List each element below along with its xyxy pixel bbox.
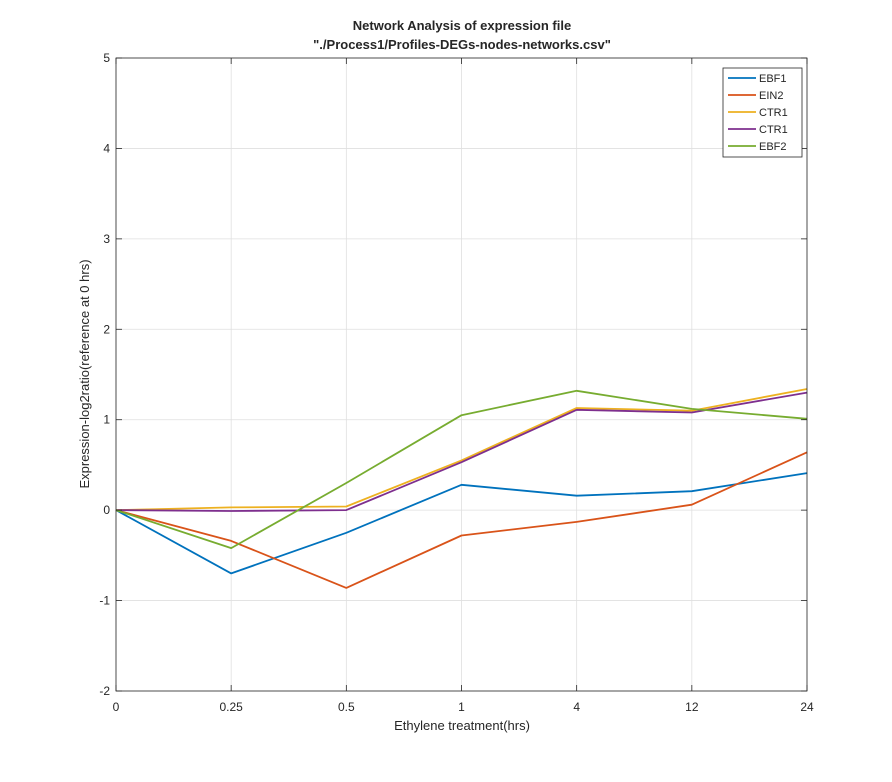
legend-label: EIN2 xyxy=(759,90,783,102)
x-tick-label: 1 xyxy=(458,700,465,714)
series-line-ebf1 xyxy=(115,472,808,575)
y-tick-label: 5 xyxy=(103,51,110,65)
legend-label: EBF2 xyxy=(759,141,787,153)
x-axis-label: Ethylene treatment(hrs) xyxy=(394,718,530,733)
y-tick-label: 4 xyxy=(103,141,110,155)
x-tick-label: 0 xyxy=(113,700,120,714)
legend-label: CTR1 xyxy=(759,124,788,136)
chart-title: Network Analysis of expression file xyxy=(353,18,571,33)
y-tick-label: 0 xyxy=(103,503,110,517)
y-tick-label: 1 xyxy=(103,413,110,427)
legend: EBF1 EIN2 CTR1 CTR1 EBF2 xyxy=(722,67,803,158)
series-line-ein2 xyxy=(115,451,808,589)
series-line-ctr1 xyxy=(115,391,808,512)
y-axis-label: Expression-log2ratio(reference at 0 hrs) xyxy=(77,259,92,488)
y-tick-label: 2 xyxy=(103,322,110,336)
x-tick-label: 24 xyxy=(800,700,814,714)
x-tick-label: 0.5 xyxy=(338,700,355,714)
y-tick-label: 3 xyxy=(103,232,110,246)
series-line-ctr1 xyxy=(115,388,808,511)
x-tick-label: 4 xyxy=(573,700,580,714)
chart-subtitle: "./Process1/Profiles-DEGs-nodes-networks… xyxy=(313,37,611,52)
y-tick-label: -2 xyxy=(99,684,110,698)
x-tick-label: 0.25 xyxy=(219,700,243,714)
x-tick-label: 12 xyxy=(685,700,699,714)
series-lines xyxy=(115,388,808,589)
y-tick-label: -1 xyxy=(99,594,110,608)
legend-label: EBF1 xyxy=(759,73,787,85)
series-line-ebf2 xyxy=(115,389,808,549)
legend-label: CTR1 xyxy=(759,107,788,119)
